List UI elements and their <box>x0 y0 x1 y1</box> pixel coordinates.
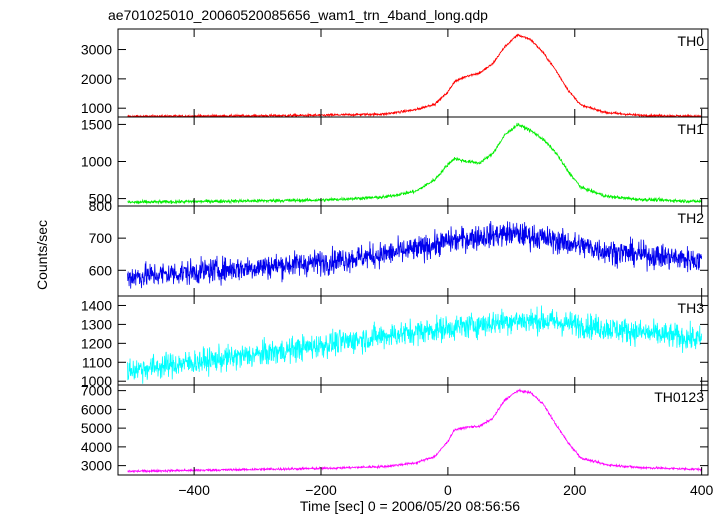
x-tick-label: 400 <box>690 482 714 498</box>
panel-frame-th0 <box>117 28 709 118</box>
y-tick-label-th1: 500 <box>89 191 113 207</box>
x-axis-label: Time [sec] 0 = 2006/05/20 08:56:56 <box>300 498 520 514</box>
series-line-th0 <box>127 33 702 117</box>
panel-frame-th0123 <box>117 384 709 476</box>
y-tick-label-th1: 1500 <box>81 116 112 132</box>
chart-title: ae701025010_20060520085656_wam1_trn_4ban… <box>108 7 488 23</box>
x-tick-label: −200 <box>305 482 337 498</box>
x-tick-label: 200 <box>563 482 587 498</box>
y-tick-label-th0: 2000 <box>81 71 112 87</box>
y-tick-label-th3: 1400 <box>81 297 112 313</box>
x-tick-label: −400 <box>178 482 210 498</box>
y-tick-label-th2: 600 <box>89 262 113 278</box>
series-line-th1 <box>127 122 703 205</box>
y-tick-label-th3: 1000 <box>81 373 112 389</box>
y-tick-label-th0123: 4000 <box>81 439 112 455</box>
y-tick-label-th3: 1200 <box>81 335 112 351</box>
y-tick-label-th2: 700 <box>89 230 113 246</box>
panel-label-th0123: TH0123 <box>654 389 704 405</box>
y-tick-label-th0123: 3000 <box>81 458 112 474</box>
panel-label-th2: TH2 <box>678 210 705 226</box>
y-tick-label-th1: 1000 <box>81 154 112 170</box>
y-tick-label-th2: 800 <box>89 198 113 214</box>
panel-label-th1: TH1 <box>678 121 705 137</box>
series-line-th3 <box>127 305 703 384</box>
y-tick-label-th3: 1300 <box>81 316 112 332</box>
y-tick-label-th0: 1000 <box>81 100 112 116</box>
y-tick-label-th0123: 5000 <box>81 420 112 436</box>
y-tick-label-th3: 1100 <box>82 354 112 370</box>
y-tick-label-th0123: 6000 <box>81 401 112 417</box>
panel-label-th3: TH3 <box>678 300 705 316</box>
panel-label-th0: TH0 <box>678 33 705 49</box>
series-line-th2 <box>127 221 703 289</box>
panel-frame-th3 <box>117 295 709 386</box>
x-tick-label: 0 <box>444 482 452 498</box>
y-tick-label-th0: 3000 <box>81 42 112 58</box>
y-axis-label: Counts/sec <box>34 220 50 290</box>
series-line-th0123 <box>127 388 703 474</box>
y-tick-label-th0123: 7000 <box>81 383 112 399</box>
